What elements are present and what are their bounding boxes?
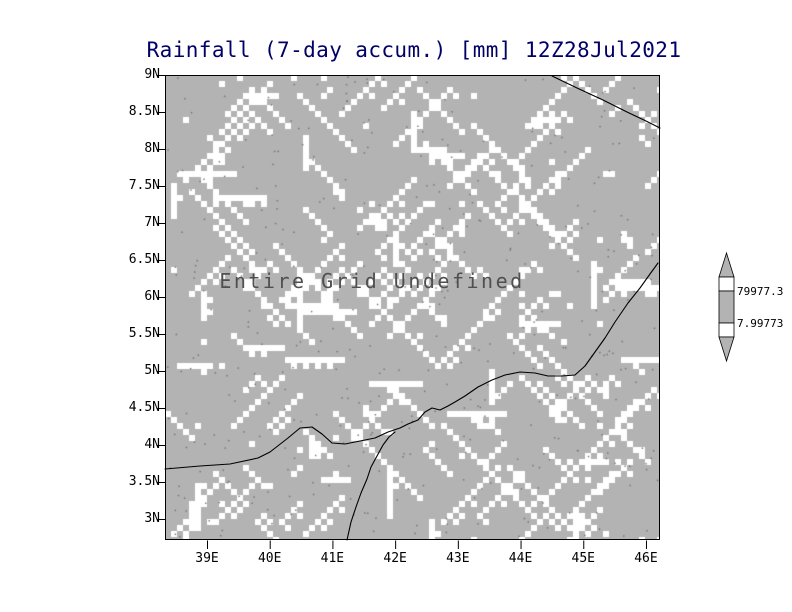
plot-title: Rainfall (7-day accum.) [mm] 12Z28Jul202… — [146, 38, 682, 62]
undefined-grid-message: Entire Grid Undefined — [219, 269, 525, 293]
x-axis-label: 46E — [634, 551, 658, 566]
colorbar-segment — [718, 290, 735, 324]
x-axis-label: 44E — [508, 551, 533, 566]
colorbar-segment — [718, 276, 735, 292]
y-axis-label: 5.5N — [128, 326, 160, 341]
x-axis-label: 41E — [320, 551, 345, 566]
x-axis-label: 43E — [446, 551, 470, 566]
colorbar-arrow-up — [718, 251, 735, 278]
y-axis-label: 4.5N — [128, 400, 160, 415]
x-axis-label: 45E — [571, 551, 595, 566]
colorbar-label-min: 7.99773 — [737, 317, 784, 330]
y-axis-label: 9N — [144, 67, 160, 82]
y-axis-label: 8N — [144, 141, 160, 156]
y-axis-label: 3N — [144, 511, 160, 526]
x-axis-label: 39E — [195, 551, 219, 566]
undefined-grid-fill-pattern — [165, 75, 660, 540]
plot-area: Entire Grid Undefined — [165, 75, 660, 540]
y-axis-label: 5N — [144, 363, 160, 378]
colorbar-segment — [718, 322, 735, 338]
colorbar-arrow-down — [718, 336, 735, 363]
y-axis-label: 8.5N — [128, 104, 160, 119]
y-axis-label: 7.5N — [128, 178, 160, 193]
y-axis-label: 6.5N — [128, 252, 160, 267]
x-axis-label: 40E — [257, 551, 282, 566]
colorbar-label-max: 79977.3 — [737, 285, 784, 298]
x-axis-label: 42E — [383, 551, 407, 566]
y-axis-label: 3.5N — [128, 474, 160, 489]
y-axis-label: 4N — [144, 437, 160, 452]
y-axis-label: 7N — [144, 215, 160, 230]
y-axis-label: 6N — [144, 289, 160, 304]
